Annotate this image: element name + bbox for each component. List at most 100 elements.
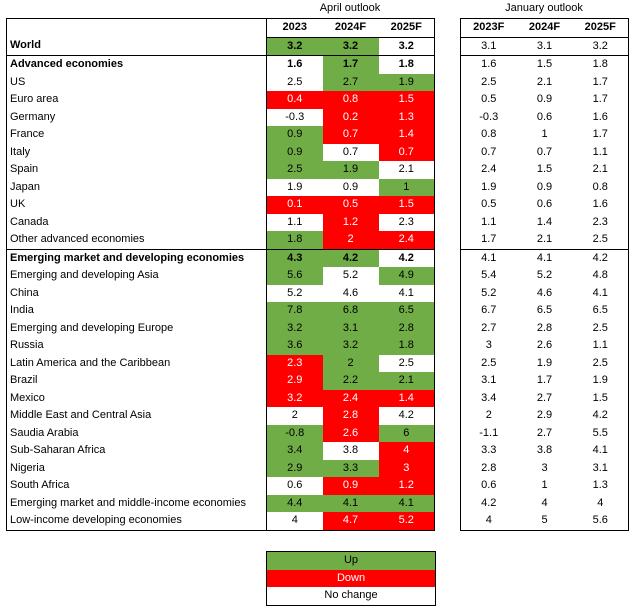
april-value-cell: 1.3 bbox=[378, 108, 435, 126]
row-label: Italy bbox=[6, 143, 267, 161]
january-value-cell: 2.7 bbox=[536, 391, 553, 404]
january-value-cell: -1.1 bbox=[479, 426, 499, 439]
table-row: 6.7 6.5 6.5 bbox=[461, 302, 629, 320]
april-value-cell: 2.6 bbox=[322, 424, 379, 442]
april-value-cell: 6.5 bbox=[378, 302, 435, 320]
april-outlook-table: 2023 2024F 2025F World 3.2 3.2 3.2 Advanced … bbox=[6, 18, 435, 531]
january-value-cell: 4.2 bbox=[592, 409, 608, 421]
table-row: 2.8 3 3.1 bbox=[461, 460, 629, 478]
april-value-cell: 2.4 bbox=[378, 231, 435, 249]
april-value-cell: 3.2 bbox=[322, 37, 379, 56]
row-label: Euro area bbox=[6, 91, 267, 109]
table-row: 4.2 4 4 bbox=[461, 495, 629, 513]
row-label: France bbox=[6, 126, 267, 144]
table-row: India 7.8 6.8 6.5 bbox=[6, 302, 435, 320]
table-row: World 3.2 3.2 3.2 bbox=[6, 37, 435, 56]
january-value-cell: 3.2 bbox=[592, 39, 608, 52]
table-row: Russia 3.6 3.2 1.8 bbox=[6, 337, 435, 355]
table-row: 1.1 1.4 2.3 bbox=[461, 214, 629, 232]
april-header-row: 2023 2024F 2025F bbox=[6, 18, 435, 38]
row-label: World bbox=[6, 37, 267, 56]
april-value-cell: 6.8 bbox=[322, 302, 379, 320]
january-value-cell: 2.7 bbox=[536, 426, 553, 439]
april-value-cell: 1.8 bbox=[378, 337, 435, 355]
april-value-cell: 2 bbox=[266, 407, 323, 425]
april-value-cell: 2.5 bbox=[266, 161, 323, 179]
january-value-cell: 0.7 bbox=[536, 145, 553, 158]
april-value-cell: 2 bbox=[322, 354, 379, 372]
april-value-cell: 0.5 bbox=[322, 196, 379, 214]
table-row: 3.1 3.1 3.2 bbox=[461, 37, 629, 56]
january-value-cell: 0.9 bbox=[536, 93, 553, 105]
table-row: 5.2 4.6 4.1 bbox=[461, 285, 629, 303]
april-value-cell: 1.4 bbox=[378, 389, 435, 407]
april-value-cell: 0.8 bbox=[322, 91, 379, 109]
january-value-cell: 0.7 bbox=[481, 145, 497, 158]
january-value-cell: 2.5 bbox=[592, 321, 608, 334]
row-label: Other advanced economies bbox=[6, 231, 267, 249]
january-value-cell: 1 bbox=[541, 128, 548, 140]
january-value-cell: 4.2 bbox=[572, 248, 629, 267]
table-row: 2.5 1.9 2.5 bbox=[461, 355, 629, 373]
january-value-cell: 1.3 bbox=[592, 479, 608, 491]
january-value-cell: 5.2 bbox=[536, 269, 553, 281]
january-value-cell: 4.1 bbox=[516, 248, 573, 267]
january-value-cell: 2.3 bbox=[592, 215, 608, 228]
table-row: Euro area 0.4 0.8 1.5 bbox=[6, 91, 435, 109]
legend-no-change: No change bbox=[267, 587, 435, 605]
table-row: China 5.2 4.6 4.1 bbox=[6, 284, 435, 302]
table-row: 5.4 5.2 4.8 bbox=[461, 267, 629, 285]
april-value-cell: 3.2 bbox=[266, 319, 323, 337]
april-value-cell: 2.7 bbox=[322, 73, 379, 91]
table-row: Japan 1.9 0.9 1 bbox=[6, 178, 435, 196]
january-value-cell: 3 bbox=[485, 339, 492, 351]
april-value-cell: 2 bbox=[322, 231, 379, 249]
row-label: Low-income developing economies bbox=[6, 512, 267, 530]
january-value-cell: 6.7 bbox=[481, 304, 497, 316]
january-value-cell: 1.1 bbox=[592, 145, 608, 158]
row-label: Mexico bbox=[6, 389, 267, 407]
january-value-cell: 3 bbox=[541, 461, 548, 474]
april-value-cell: 3.2 bbox=[266, 389, 323, 407]
january-value-cell: 1.9 bbox=[592, 374, 608, 386]
april-value-cell: 2.1 bbox=[378, 372, 435, 390]
april-value-cell: 1.5 bbox=[378, 196, 435, 214]
january-value-cell: 4.1 bbox=[592, 444, 608, 456]
table-row: 4.1 4.1 4.2 bbox=[460, 248, 629, 267]
table-row: 1.9 0.9 0.8 bbox=[461, 179, 629, 197]
april-value-cell: 0.7 bbox=[322, 126, 379, 144]
january-value-cell: 3.8 bbox=[536, 444, 553, 456]
legend-down: Down bbox=[267, 569, 435, 587]
table-row: 2 2.9 4.2 bbox=[461, 407, 629, 425]
table-row: US 2.5 2.7 1.9 bbox=[6, 73, 435, 91]
april-value-cell: 0.1 bbox=[266, 196, 323, 214]
january-value-cell: 1.5 bbox=[536, 163, 553, 175]
april-value-cell: 2.5 bbox=[378, 354, 435, 372]
january-value-cell: 5.2 bbox=[481, 286, 497, 299]
april-value-cell: -0.3 bbox=[266, 108, 323, 126]
table-row: France 0.9 0.7 1.4 bbox=[6, 126, 435, 144]
january-value-cell: 4.8 bbox=[592, 269, 608, 281]
table-row: Middle East and Central Asia 2 2.8 4.2 bbox=[6, 407, 435, 425]
january-outlook-caption: January outlook bbox=[505, 2, 583, 14]
label-column-header bbox=[6, 18, 267, 37]
table-row: 4 5 5.6 bbox=[461, 512, 629, 530]
april-value-cell: 0.9 bbox=[322, 178, 379, 196]
january-value-cell: 4.1 bbox=[460, 248, 517, 267]
row-label: India bbox=[6, 302, 267, 320]
row-label: Emerging market and developing economies bbox=[6, 248, 267, 267]
january-value-cell: 4.6 bbox=[536, 286, 553, 299]
january-value-cell: 2.6 bbox=[536, 339, 553, 351]
row-label: Advanced economies bbox=[6, 55, 267, 74]
april-value-cell: 4.4 bbox=[266, 494, 323, 512]
table-row: 0.8 1 1.7 bbox=[461, 126, 629, 144]
april-value-cell: 4.1 bbox=[322, 494, 379, 512]
april-value-cell: 0.9 bbox=[266, 143, 323, 161]
january-value-cell: 6.5 bbox=[592, 304, 608, 316]
january-value-cell: 0.6 bbox=[536, 110, 553, 123]
january-value-cell: 1.8 bbox=[572, 55, 629, 74]
january-value-cell: 0.5 bbox=[481, 93, 497, 105]
april-column-header: 2024F bbox=[322, 18, 379, 38]
table-row: -0.3 0.6 1.6 bbox=[461, 109, 629, 127]
table-row: Sub-Saharan Africa 3.4 3.8 4 bbox=[6, 442, 435, 460]
